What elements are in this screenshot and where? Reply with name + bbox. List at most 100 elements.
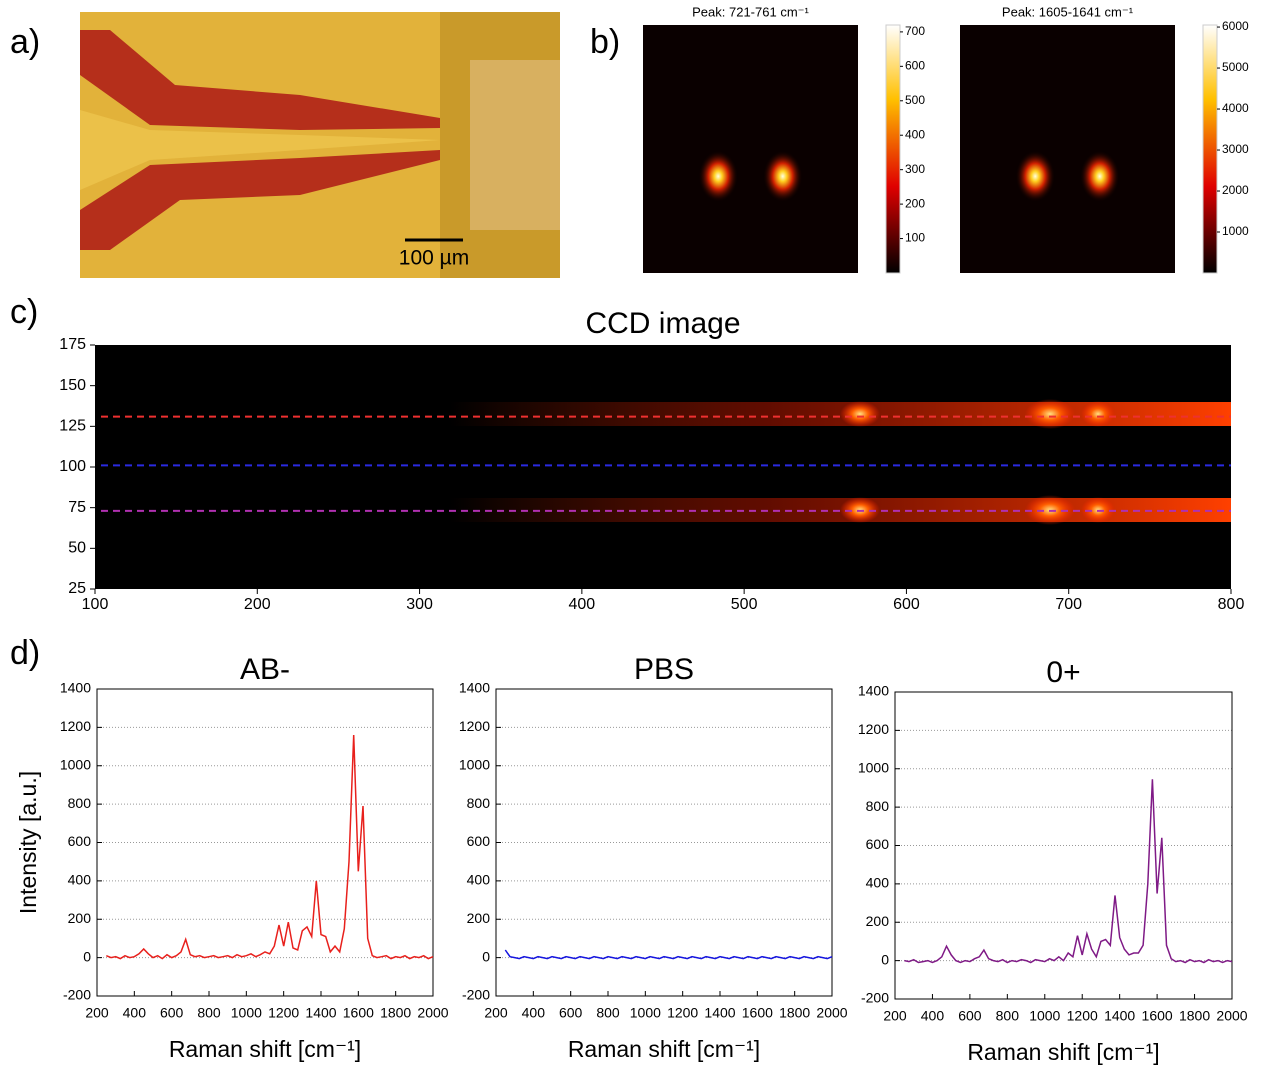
panel-labels: a) b) c) d) [10,23,620,672]
image-area [95,345,1231,589]
x-tick-label: 2000 [1216,1008,1247,1024]
x-axis-label: Raman shift [cm⁻¹] [169,1036,361,1062]
x-tick-label: 400 [569,596,596,613]
x-tick-label: 1800 [779,1005,810,1021]
colorbar-tick-label: 6000 [1222,19,1249,33]
x-tick-label: 400 [921,1008,945,1024]
x-tick-label: 800 [596,1005,620,1021]
colorbar-tick-label: 5000 [1222,60,1249,74]
x-tick-label: 1600 [742,1005,773,1021]
y-tick-label: 25 [68,580,86,597]
x-tick-label: 800 [197,1005,221,1021]
y-tick-label: -200 [63,987,91,1003]
micrograph: 100 µm [80,12,560,278]
x-axis-label: Raman shift [cm⁻¹] [967,1039,1159,1065]
x-tick-label: 1200 [1067,1008,1098,1024]
x-tick-label: 1200 [667,1005,698,1021]
x-tick-label: 1800 [1179,1008,1210,1024]
ccd-glow [1081,401,1115,427]
x-axis-label: Raman shift [cm⁻¹] [568,1036,760,1062]
x-tick-label: 100 [82,596,109,613]
y-tick-label: -200 [462,987,490,1003]
x-tick-label: 1000 [231,1005,262,1021]
heatmap-title: Peak: 1605-1641 cm⁻¹ [1002,4,1134,19]
x-tick-label: 1400 [1104,1008,1135,1024]
y-tick-label: 1400 [60,680,91,696]
y-tick-label: 1400 [459,680,490,696]
x-tick-label: 300 [406,596,433,613]
x-tick-label: 2000 [816,1005,847,1021]
y-tick-label: 800 [68,795,92,811]
y-tick-label: 200 [866,913,890,929]
y-tick-label: 400 [467,872,491,888]
y-axis-label: Intensity [a.u.] [15,771,41,914]
heatmap-title: Peak: 721-761 cm⁻¹ [692,4,809,19]
scale-bar-label: 100 µm [399,247,469,270]
heatmap-area [960,25,1175,273]
y-tick-label: 175 [59,336,86,353]
colorbar [885,24,901,274]
colorbar-tick-label: 2000 [1222,183,1249,197]
plot-frame [495,688,833,997]
colorbar [1202,24,1218,274]
x-tick-label: 200 [883,1008,907,1024]
x-tick-label: 200 [85,1005,109,1021]
x-tick-label: 600 [958,1008,982,1024]
y-tick-label: 0 [83,948,91,964]
spectrum-line [904,779,1233,964]
x-tick-label: 1000 [1029,1008,1060,1024]
panel-label: d) [10,634,40,672]
x-tick-label: 2000 [417,1005,448,1021]
y-tick-label: 1000 [459,756,490,772]
x-tick-label: 1200 [268,1005,299,1021]
channel [80,30,440,130]
y-tick-label: -200 [861,990,889,1006]
y-tick-label: 50 [68,540,86,557]
colorbar-tick-label: 1000 [1222,224,1249,238]
y-tick-label: 1200 [459,718,490,734]
x-tick-label: 1800 [380,1005,411,1021]
x-tick-label: 1400 [704,1005,735,1021]
plot-title: 0+ [1046,656,1080,689]
chamber-inner [470,60,560,230]
y-tick-label: 1200 [60,718,91,734]
plot-frame [894,691,1233,1000]
y-tick-label: 1200 [858,721,889,737]
colorbar-tick-label: 600 [905,59,925,73]
image-title: CCD image [585,307,740,340]
y-tick-label: 0 [881,951,889,967]
y-tick-label: 200 [467,910,491,926]
y-tick-label: 75 [68,499,86,516]
heatmap-spot [1015,150,1056,203]
panel-label: b) [590,23,620,61]
y-tick-label: 800 [866,798,890,814]
x-tick-label: 600 [160,1005,184,1021]
colorbar-tick-label: 300 [905,162,925,176]
colorbar-tick-label: 200 [905,196,925,210]
y-tick-label: 100 [59,458,86,475]
x-tick-label: 200 [244,596,271,613]
x-tick-label: 700 [1055,596,1082,613]
x-tick-label: 600 [559,1005,583,1021]
x-tick-label: 600 [893,596,920,613]
x-tick-label: 800 [1218,596,1245,613]
x-tick-label: 1600 [343,1005,374,1021]
spectrum-line [504,949,833,960]
x-tick-label: 200 [484,1005,508,1021]
y-tick-label: 150 [59,377,86,394]
y-tick-label: 1000 [858,759,889,775]
plot-title: AB- [240,653,290,686]
x-tick-label: 1000 [630,1005,661,1021]
y-tick-label: 125 [59,418,86,435]
colorbar-tick-label: 500 [905,93,925,107]
spectrum-line [106,734,434,960]
colorbar-tick-label: 3000 [1222,142,1249,156]
heatmap-spot [698,150,739,203]
y-tick-label: 1400 [858,683,889,699]
channel-wall [80,110,440,190]
x-tick-label: 800 [996,1008,1020,1024]
y-tick-label: 400 [68,872,92,888]
y-tick-label: 600 [68,833,92,849]
y-tick-label: 800 [467,795,491,811]
plot-title: PBS [634,653,694,686]
